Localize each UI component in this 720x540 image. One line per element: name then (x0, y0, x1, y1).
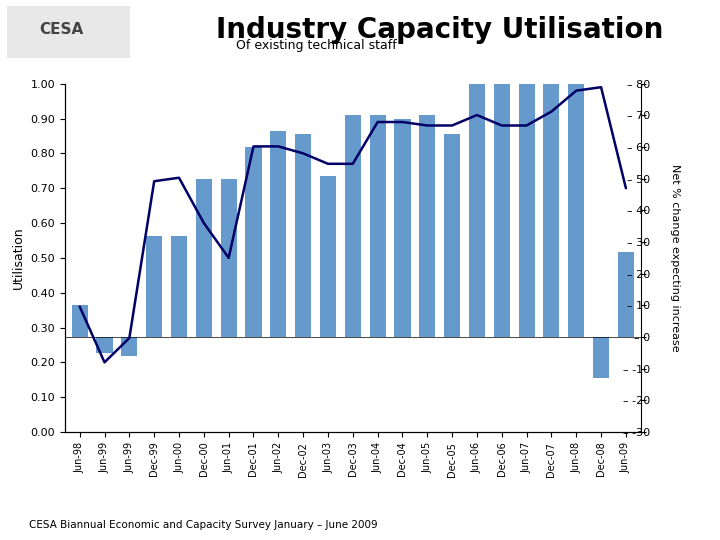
FancyBboxPatch shape (7, 6, 130, 58)
Bar (518, 68, 535, 337)
Bar (171, 235, 187, 337)
Bar (295, 134, 311, 337)
Bar (395, 118, 410, 337)
Bar (544, 84, 559, 337)
Bar (320, 176, 336, 337)
Text: CESA Biannual Economic and Capacity Survey January – June 2009: CESA Biannual Economic and Capacity Surv… (29, 520, 377, 530)
Bar (369, 116, 386, 337)
Bar (96, 337, 112, 353)
Bar (220, 179, 237, 337)
Bar (146, 235, 162, 337)
Text: Of existing technical staff: Of existing technical staff (236, 39, 397, 52)
Bar (196, 179, 212, 337)
Bar (618, 252, 634, 337)
Bar (345, 116, 361, 337)
Bar (419, 116, 436, 337)
Bar (246, 147, 261, 337)
Text: Industry Capacity Utilisation: Industry Capacity Utilisation (216, 16, 663, 44)
Bar (593, 337, 609, 378)
Bar (121, 337, 138, 356)
Bar (469, 46, 485, 337)
Text: CESA: CESA (40, 22, 84, 37)
Bar (270, 131, 287, 337)
Bar (71, 305, 88, 337)
Bar (568, 80, 585, 337)
Y-axis label: Utilisation: Utilisation (12, 227, 24, 289)
Bar (444, 134, 460, 337)
Bar (494, 49, 510, 337)
Y-axis label: Net % change expecting increase: Net % change expecting increase (670, 164, 680, 352)
